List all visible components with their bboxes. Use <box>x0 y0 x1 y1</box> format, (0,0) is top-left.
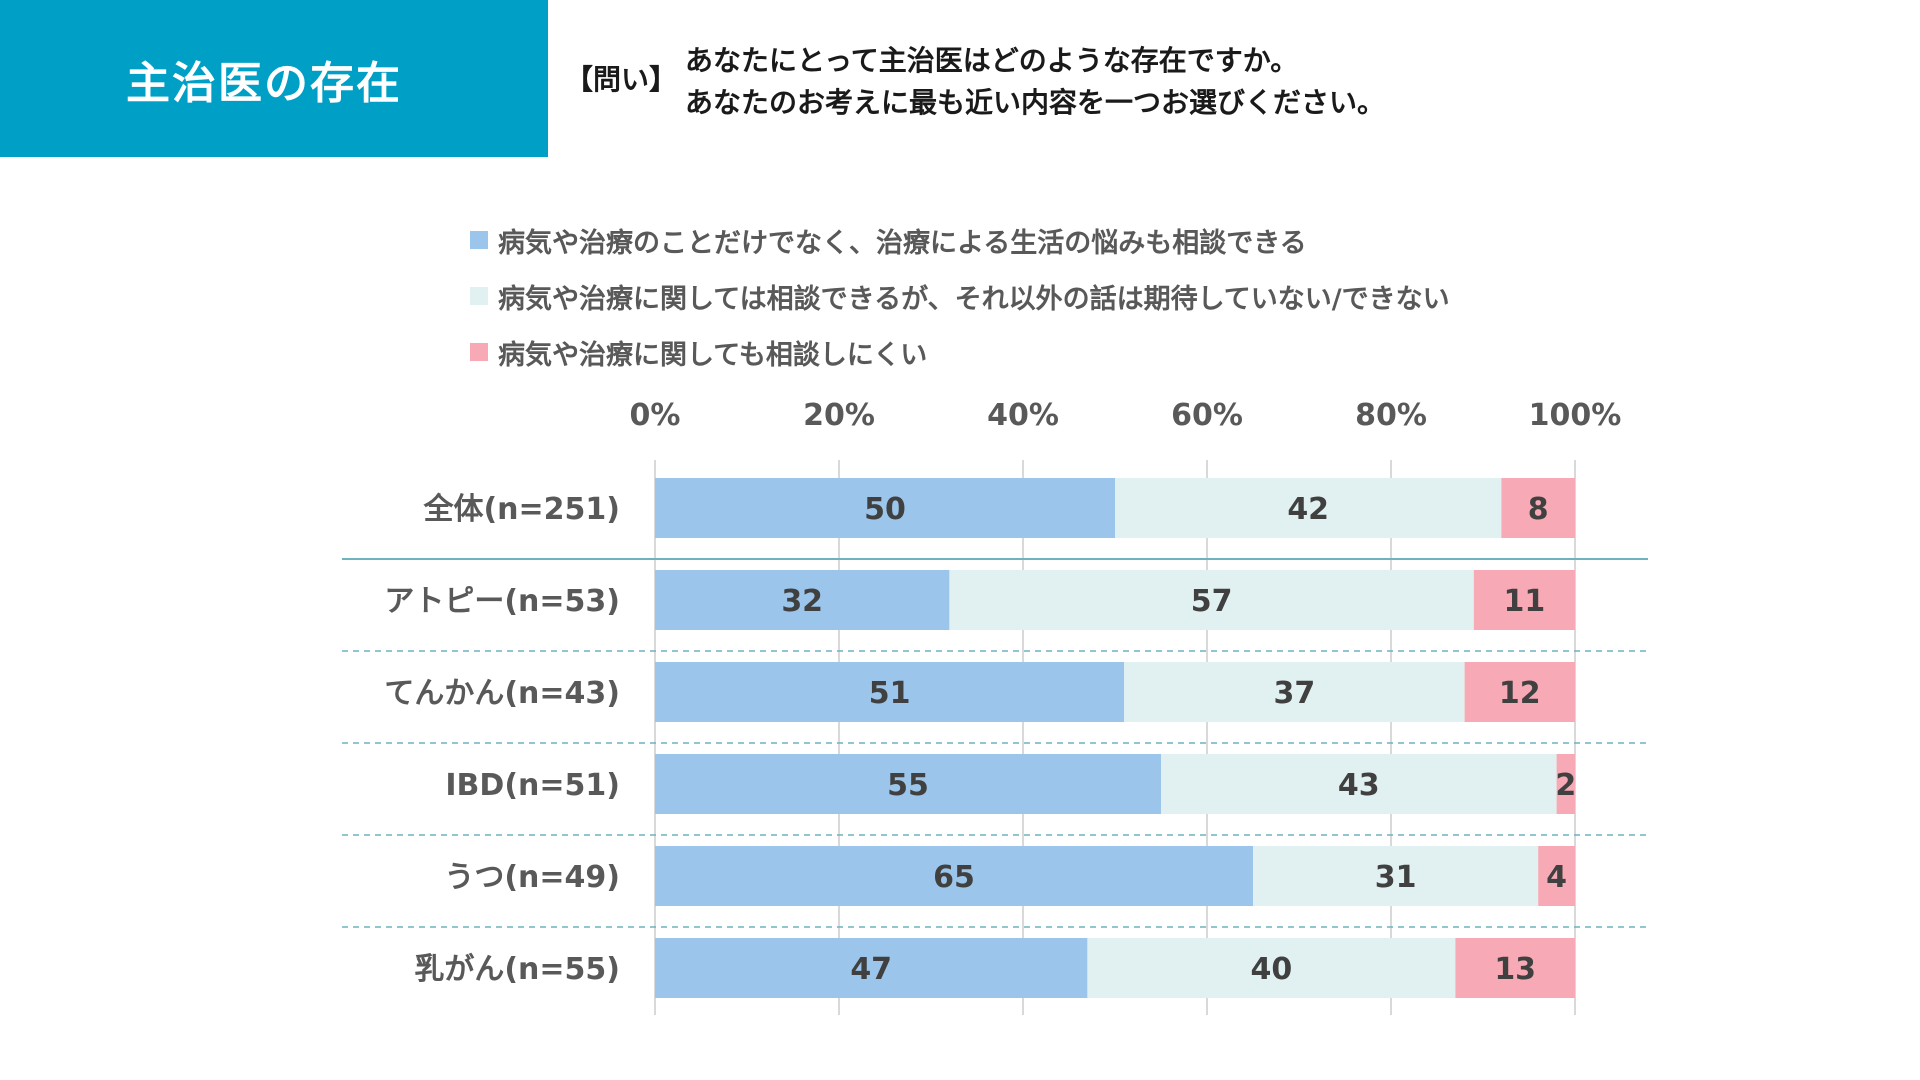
page-title: 主治医の存在 <box>126 57 402 109</box>
data-label: 50 <box>864 492 906 527</box>
legend-swatch-3 <box>470 343 488 361</box>
data-label: 2 <box>1555 768 1576 803</box>
bar-segment <box>655 478 1115 538</box>
category-label: 全体(n=251) <box>422 492 620 527</box>
legend-label-3: 病気や治療に関しても相談しにくい <box>498 339 928 371</box>
data-label: 47 <box>850 952 892 987</box>
bar-segment <box>1556 754 1575 814</box>
category-label: 乳がん(n=55) <box>414 952 620 987</box>
x-tick-label: 40% <box>987 398 1059 433</box>
data-label: 43 <box>1338 768 1380 803</box>
data-label: 32 <box>781 584 823 619</box>
question-label: 【問い】 <box>565 63 678 96</box>
legend-label-1: 病気や治療のことだけでなく、治療による生活の悩みも相談できる <box>498 227 1307 259</box>
title-banner: 主治医の存在 <box>0 0 548 157</box>
bar-segment <box>1161 754 1557 814</box>
bar-segment <box>1124 662 1465 722</box>
bar-segment <box>655 754 1161 814</box>
x-tick-label: 60% <box>1171 398 1243 433</box>
data-label: 13 <box>1494 952 1536 987</box>
bar-segment <box>1253 846 1539 906</box>
question-line-1: あなたにとって主治医はどのような存在ですか。 <box>685 44 1299 77</box>
bar-segment <box>655 662 1125 722</box>
bar-segment <box>655 938 1088 998</box>
data-label: 55 <box>887 768 929 803</box>
data-label: 8 <box>1528 492 1549 527</box>
bar-segment <box>1455 938 1575 998</box>
legend-item-1: 病気や治療のことだけでなく、治療による生活の悩みも相談できる <box>470 212 1450 268</box>
bar-segment <box>1464 662 1575 722</box>
x-tick-label: 20% <box>803 398 875 433</box>
data-label: 37 <box>1274 676 1316 711</box>
bar-segment <box>1473 570 1575 630</box>
data-label: 11 <box>1504 584 1546 619</box>
x-tick-label: 0% <box>630 398 681 433</box>
bar-segment <box>949 570 1474 630</box>
chart-legend: 病気や治療のことだけでなく、治療による生活の悩みも相談できる 病気や治療に関して… <box>470 212 1450 380</box>
question-line-2: あなたのお考えに最も近い内容を一つお選びください。 <box>685 86 1386 119</box>
category-label: アトピー(n=53) <box>384 584 620 619</box>
data-label: 40 <box>1251 952 1293 987</box>
x-tick-label: 100% <box>1529 398 1622 433</box>
legend-swatch-1 <box>470 231 488 249</box>
data-label: 4 <box>1546 860 1567 895</box>
data-label: 12 <box>1499 676 1541 711</box>
legend-item-2: 病気や治療に関しては相談できるが、それ以外の話は期待していない/できない <box>470 268 1450 324</box>
bar-segment <box>1538 846 1575 906</box>
data-label: 65 <box>933 860 975 895</box>
question-text: あなたにとって主治医はどのような存在ですか。 あなたのお考えに最も近い内容を一つ… <box>685 40 1385 124</box>
bar-segment <box>655 846 1253 906</box>
bar-segment <box>1087 938 1456 998</box>
legend-item-3: 病気や治療に関しても相談しにくい <box>470 324 1450 380</box>
legend-label-2: 病気や治療に関しては相談できるが、それ以外の話は期待していない/できない <box>498 283 1450 315</box>
data-label: 31 <box>1375 860 1417 895</box>
x-tick-label: 80% <box>1355 398 1427 433</box>
bar-segment <box>1115 478 1502 538</box>
data-label: 42 <box>1287 492 1329 527</box>
category-label: うつ(n=49) <box>444 860 620 895</box>
bar-segment <box>655 570 950 630</box>
data-label: 51 <box>869 676 911 711</box>
category-label: てんかん(n=43) <box>384 676 620 711</box>
category-label: IBD(n=51) <box>445 768 620 803</box>
legend-swatch-2 <box>470 287 488 305</box>
data-label: 57 <box>1191 584 1233 619</box>
bar-segment <box>1501 478 1575 538</box>
